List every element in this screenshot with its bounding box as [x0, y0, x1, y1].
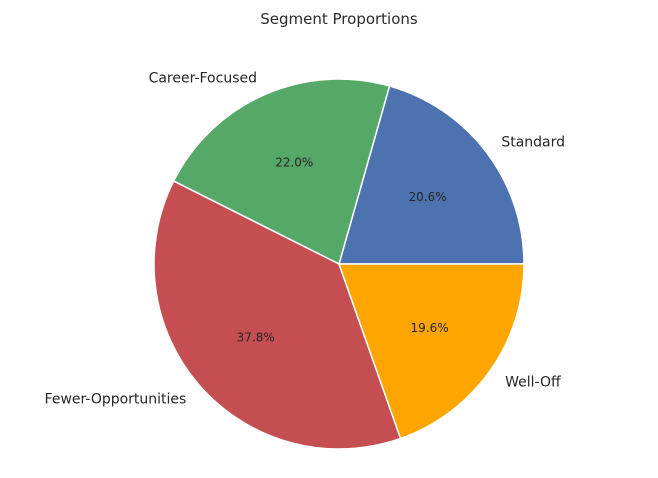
chart-title: Segment Proportions	[260, 10, 418, 28]
slice-label-fewer-opportunities: Fewer-Opportunities	[45, 392, 187, 408]
pie-labels: 20.6% Standard 22.0% Career-Focused 37.8% Few…	[45, 71, 565, 408]
pct-label-standard: 20.6%	[408, 190, 446, 204]
pie-slices	[153, 78, 525, 450]
slice-label-career-focused: Career-Focused	[149, 71, 257, 87]
pct-label-fewer-opportunities: 37.8%	[237, 330, 275, 344]
pie-slice-career-focused	[172, 78, 391, 266]
pie-slice-standard	[338, 85, 525, 265]
pie-slice-fewer-opportunities	[153, 180, 402, 450]
pie-slice-well-off	[337, 263, 525, 440]
pct-label-well-off: 19.6%	[411, 321, 449, 335]
slice-label-well-off: Well-Off	[505, 375, 561, 391]
pct-label-career-focused: 22.0%	[275, 155, 313, 169]
slice-label-standard: Standard	[501, 134, 565, 150]
